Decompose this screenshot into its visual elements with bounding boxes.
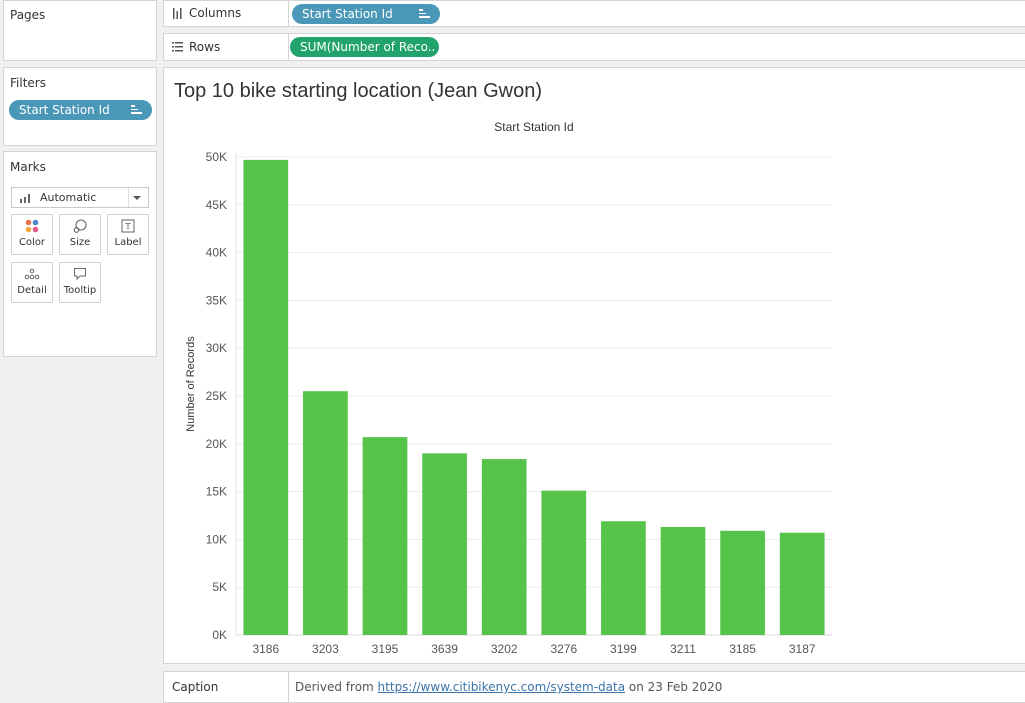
y-tick-label: 25K: [206, 389, 227, 403]
rows-pill-sum-records[interactable]: SUM(Number of Reco..: [290, 37, 439, 57]
marks-card-size[interactable]: Size: [59, 214, 101, 255]
y-tick-label: 30K: [206, 341, 227, 355]
x-tick-label: 3187: [789, 642, 816, 656]
marks-card-label[interactable]: T Label: [107, 214, 149, 255]
filter-pill-start-station-id[interactable]: Start Station Id: [9, 100, 152, 120]
x-tick-label: 3276: [550, 642, 577, 656]
bar: [779, 532, 825, 635]
x-tick-label: 3203: [312, 642, 339, 656]
tooltip-icon: [60, 263, 100, 285]
marks-card-tooltip[interactable]: Tooltip: [59, 262, 101, 303]
pages-title: Pages: [10, 8, 46, 22]
caption-prefix: Derived from: [295, 680, 378, 694]
columns-pill-label: Start Station Id: [302, 7, 393, 21]
caption-divider: [288, 672, 289, 702]
rows-label: Rows: [189, 40, 221, 54]
columns-icon: [173, 7, 182, 19]
x-tick-label: 3202: [491, 642, 518, 656]
color-dots-icon: [12, 215, 52, 237]
x-tick-label: 3639: [431, 642, 458, 656]
bar: [660, 526, 706, 635]
marks-title: Marks: [10, 160, 46, 174]
y-tick-label: 45K: [206, 198, 227, 212]
columns-shelf-header: Columns: [172, 6, 241, 20]
bar: [362, 437, 408, 635]
y-tick-label: 0K: [212, 628, 227, 642]
bar-chart: 0K 5K 10K 15K 20K 25K 30K 35K 40K 45K 50K 3186 3203 3…: [185, 120, 832, 656]
marks-card-label: Detail: [17, 285, 47, 296]
detail-icon: [12, 263, 52, 285]
filters-title: Filters: [10, 76, 46, 90]
bar: [243, 159, 289, 636]
caption-suffix: on 23 Feb 2020: [625, 680, 723, 694]
label-icon: T: [108, 215, 148, 237]
mark-type-dropdown[interactable]: Automatic: [11, 187, 149, 208]
rows-icon: [172, 42, 183, 52]
filter-pill-label: Start Station Id: [19, 103, 110, 117]
y-axis-title: Number of Records: [185, 336, 197, 432]
caption-panel: Caption Derived from https://www.citibik…: [163, 671, 1025, 703]
columns-shelf[interactable]: Columns Start Station Id: [163, 0, 1025, 27]
shelf-divider: [288, 34, 289, 60]
bar: [541, 490, 587, 635]
filters-panel: Filters Start Station Id: [3, 67, 157, 146]
bar: [481, 459, 527, 635]
y-tick-label: 10K: [206, 532, 227, 546]
marks-card-label: Label: [114, 237, 142, 248]
x-tick-label: 3186: [252, 642, 279, 656]
rows-shelf-header: Rows: [172, 40, 220, 54]
chart-title: Top 10 bike starting location (Jean Gwon…: [174, 80, 542, 102]
x-tick-label: 3195: [372, 642, 399, 656]
marks-card-label: Size: [69, 237, 91, 248]
chevron-down-icon[interactable]: [128, 188, 144, 207]
y-tick-label: 5K: [212, 580, 227, 594]
x-tick-label: 3185: [729, 642, 756, 656]
mark-type-value: Automatic: [40, 191, 97, 204]
rows-pill-label: SUM(Number of Reco..: [300, 40, 436, 54]
y-tick-label: 40K: [206, 246, 227, 260]
y-tick-label: 20K: [206, 437, 227, 451]
columns-label: Columns: [189, 6, 242, 20]
rows-shelf[interactable]: Rows SUM(Number of Reco..: [163, 33, 1025, 61]
size-icon: [60, 215, 100, 237]
bar-chart-icon: [20, 193, 34, 203]
marks-panel: Marks Automatic Color Size T Label Detai…: [3, 151, 157, 357]
bar: [303, 391, 348, 635]
columns-pill-start-station-id[interactable]: Start Station Id: [292, 4, 440, 24]
bar: [601, 521, 646, 635]
marks-card-detail[interactable]: Detail: [11, 262, 53, 303]
caption-text: Derived from https://www.citibikenyc.com…: [295, 680, 722, 694]
x-tick-label: 3211: [670, 642, 696, 656]
caption-link[interactable]: https://www.citibikenyc.com/system-data: [377, 680, 626, 694]
caption-label: Caption: [172, 680, 219, 694]
marks-card-label: Tooltip: [63, 285, 97, 296]
bar: [720, 530, 765, 635]
svg-text:T: T: [124, 223, 131, 233]
bar: [422, 453, 467, 635]
marks-card-color[interactable]: Color: [11, 214, 53, 255]
y-tick-label: 35K: [206, 293, 227, 307]
marks-card-label: Color: [18, 237, 46, 248]
sort-descending-icon[interactable]: [419, 9, 430, 19]
x-tick-label: 3199: [610, 642, 637, 656]
pages-panel: Pages: [3, 0, 157, 61]
shelf-divider: [288, 1, 289, 26]
y-tick-label: 50K: [206, 150, 227, 164]
chart-view: Top 10 bike starting location (Jean Gwon…: [163, 67, 1025, 664]
y-tick-label: 15K: [206, 485, 227, 499]
sort-descending-icon[interactable]: [131, 105, 142, 115]
x-axis-title: Start Station Id: [494, 120, 573, 134]
